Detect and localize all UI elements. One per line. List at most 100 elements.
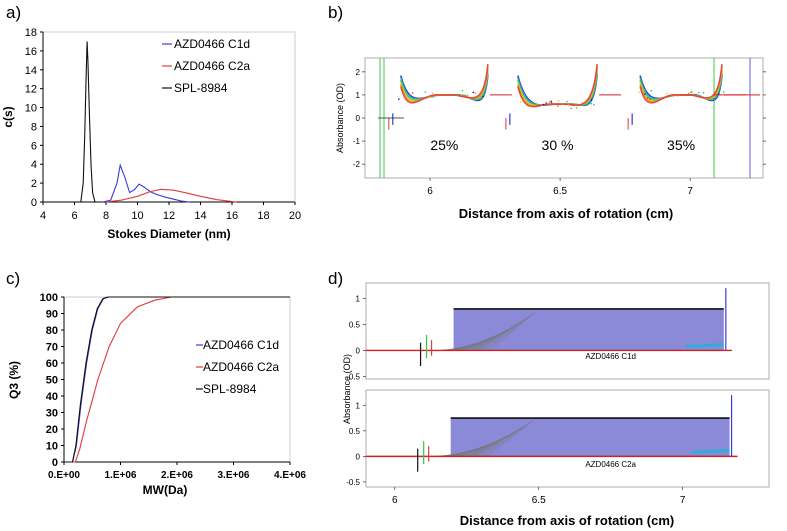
chart-d-sample-label: AZD0466 C1d (585, 352, 636, 361)
chart-b-scatter-point (676, 95, 679, 97)
chart-b-scatter-point (593, 103, 595, 106)
chart-c-legend-label: AZD0466 C1d (203, 338, 279, 352)
chart-c-x-tick-label: 2.E+06 (161, 470, 193, 481)
chart-b-scatter-point (545, 102, 547, 105)
chart-a-y-tick-label: 4 (31, 159, 37, 171)
chart-c-x-tick-label: 3.E+06 (218, 470, 250, 481)
panel-label-c: c) (6, 269, 20, 288)
chart-a-x-tick-label: 8 (103, 210, 109, 222)
chart-c-legend-label: SPL-8984 (203, 382, 257, 396)
chart-d-x-tick-label: 7 (680, 495, 686, 506)
panel-label-a: a) (6, 3, 21, 22)
chart-b-scatter-point (649, 98, 651, 100)
chart-b-scatter-point (542, 103, 545, 106)
chart-b-scatter-point (428, 96, 430, 99)
chart-a-y-tick-label: 18 (25, 27, 37, 39)
chart-b-scatter-point (575, 107, 578, 109)
chart-d-y-tick-label: 1 (356, 401, 361, 410)
chart-b-scatter-point (411, 92, 414, 94)
chart-b-y-tick-label: 0 (356, 114, 361, 123)
chart-a-x-tick-label: 18 (257, 210, 269, 222)
chart-b-scatter-point (638, 91, 640, 94)
chart-a-x-tick-label: 6 (71, 210, 77, 222)
chart-b-scatter-point (566, 100, 568, 103)
chart-b-x-tick-label: 6 (427, 186, 433, 197)
chart-c-legend: AZD0466 C1d AZD0466 C2a SPL-8984 (196, 338, 279, 396)
chart-b-scatter-point (482, 96, 484, 98)
chart-b-scatter-point (474, 92, 476, 94)
chart-a-series-line (80, 41, 96, 203)
chart-b-scatter-point (550, 100, 552, 102)
chart-b-scatter-point (590, 102, 593, 105)
chart-c-y-tick-label: 90 (46, 309, 58, 321)
chart-b-scatter-point (702, 91, 705, 94)
chart-a-x-tick-label: 12 (163, 210, 175, 222)
chart-b-scatter-point (432, 96, 434, 98)
chart-b-scatter-point (722, 91, 725, 93)
chart-d-x-label: Distance from axis of rotation (cm) (460, 513, 675, 528)
chart-b-scan-trace (400, 63, 489, 104)
chart-c-x-tick-label: 4.E+06 (274, 470, 306, 481)
chart-a-x-tick-label: 14 (194, 210, 206, 222)
chart-b-scatter-point (466, 94, 469, 97)
chart-a-x-tick-label: 16 (226, 210, 238, 222)
chart-b-scatter-point (456, 94, 459, 97)
chart-c-y-tick-label: 70 (46, 342, 58, 354)
chart-d-cyan-streak (685, 342, 724, 348)
chart-d-sample-label: AZD0466 C2a (585, 460, 636, 469)
chart-b-scatter-point (567, 103, 570, 106)
chart-d-scan-band (450, 418, 730, 457)
chart-c-y-tick-label: 30 (46, 408, 58, 420)
chart-b-scatter-point (718, 93, 720, 95)
chart-b-scan-trace (517, 63, 598, 108)
chart-d-y-label: Absorbance (OD) (342, 354, 352, 424)
chart-b-x-tick-label: 7 (687, 186, 693, 197)
chart-a-series-line (102, 163, 190, 203)
chart-b-scatter-point (520, 101, 522, 103)
chart-b-scatter-point (705, 97, 708, 100)
chart-b-annotation: 25% (430, 137, 458, 153)
chart-c-y-label: Q3 (%) (7, 361, 21, 399)
chart-b-scatter-point (698, 91, 700, 94)
chart-a-y-label: c(s) (1, 106, 15, 127)
chart-c-y-tick-label: 0 (52, 457, 58, 469)
chart-b-scatter-point (687, 92, 690, 95)
chart-c-y-tick-label: 100 (40, 292, 58, 304)
chart-b-scatter-point (557, 100, 560, 102)
chart-d-scan-band (453, 308, 724, 351)
chart-b-y-tick-label: -1 (353, 137, 361, 146)
chart-b-scatter-point (461, 89, 464, 92)
chart-a-x-tick-label: 10 (131, 210, 143, 222)
chart-a-x-tick-label: 20 (289, 210, 301, 222)
chart-d-boundary-trace (475, 418, 536, 457)
chart-a-y-tick-label: 16 (25, 46, 37, 58)
chart-a-y-tick-label: 10 (25, 103, 37, 115)
chart-d-boundary-trace (478, 309, 539, 351)
chart-b-scan-trace (639, 63, 723, 104)
chart-b-scatter-point (557, 105, 559, 107)
chart-a-y-tick-label: 14 (25, 65, 37, 77)
chart-b-y-tick-label: 2 (356, 68, 361, 77)
chart-b-scatter-point (561, 103, 564, 105)
chart-b-plot-area (364, 57, 764, 179)
chart-a-legend-label: SPL-8984 (174, 81, 228, 95)
chart-c-legend-label: AZD0466 C2a (203, 360, 279, 374)
chart-b-scatter-point (431, 92, 434, 95)
chart-b-annotation: 35% (667, 137, 695, 153)
chart-b-annotation: 30 % (542, 137, 574, 153)
chart-b-scatter-point (586, 104, 589, 107)
panel-label-b: b) (328, 3, 343, 22)
chart-b-scatter-point (691, 90, 694, 93)
chart-c-y-tick-label: 80 (46, 325, 58, 337)
chart-c-series-line (64, 296, 290, 463)
chart-a-y-tick-label: 6 (31, 140, 37, 152)
chart-c-x-tick-label: 0.E+00 (48, 470, 80, 481)
chart-b-scatter-point (590, 98, 593, 101)
chart-c-y-tick-label: 20 (46, 424, 58, 436)
chart-b-scatter-point (646, 97, 649, 99)
chart-a-y-tick-label: 8 (31, 121, 37, 133)
chart-d-y-tick-label: 0 (356, 452, 361, 461)
chart-a-series-line (105, 188, 237, 203)
chart-b-scatter-point (464, 94, 467, 97)
chart-c-y-tick-label: 60 (46, 358, 58, 370)
